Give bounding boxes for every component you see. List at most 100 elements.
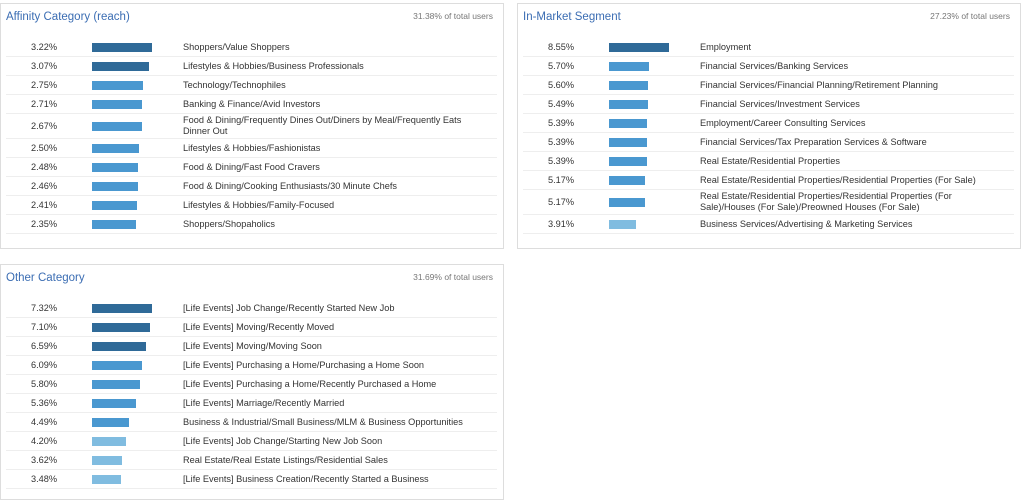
bar: [92, 121, 142, 131]
percent-label: 4.20%: [31, 436, 58, 446]
segment-label: Shoppers/Shopaholics: [183, 218, 275, 229]
percent-label: 3.07%: [31, 61, 58, 71]
table-row: 2.46% Food & Dining/Cooking Enthusiasts/3…: [6, 177, 497, 196]
bar: [92, 143, 139, 153]
bar: [92, 322, 151, 332]
panel-title: Affinity Category (reach): [6, 11, 130, 23]
percent-label: 4.49%: [31, 417, 58, 427]
percent-label: 5.80%: [31, 379, 58, 389]
segment-label: [Life Events] Purchasing a Home/Recently…: [183, 378, 437, 389]
segment-label: Financial Services/Financial Planning/Re…: [700, 79, 938, 90]
panel-title: Other Category: [6, 272, 85, 284]
table-row: 2.50% Lifestyles & Hobbies/Fashionistas: [6, 139, 497, 158]
bar-cell: [609, 156, 700, 166]
segment-label: [Life Events] Job Change/Starting New Jo…: [183, 435, 383, 446]
bar-cell: [92, 99, 183, 109]
bar: [92, 162, 139, 172]
percent-label: 2.41%: [31, 200, 58, 210]
bar-cell: [92, 398, 183, 408]
panel: In-Market Segment 27.23% of total users 8.…: [517, 3, 1021, 249]
table-row: 7.32% [Life Events] Job Change/Recently S…: [6, 299, 497, 318]
table-row: 3.62% Real Estate/Real Estate Listings/Re…: [6, 451, 497, 470]
segment-label: Real Estate/Residential Properties: [700, 155, 840, 166]
segment-label: Technology/Technophiles: [183, 79, 286, 90]
bar: [92, 303, 152, 313]
table-row: 3.91% Business Services/Advertising & Mar…: [523, 215, 1014, 234]
bar: [92, 181, 138, 191]
panel-title: In-Market Segment: [523, 11, 621, 23]
percent-label: 8.55%: [548, 42, 575, 52]
table-row: 5.70% Financial Services/Banking Services: [523, 57, 1014, 76]
bar-cell: [609, 219, 700, 229]
segment-label: Banking & Finance/Avid Investors: [183, 98, 321, 109]
segment-label: [Life Events] Moving/Moving Soon: [183, 340, 322, 351]
bar: [92, 360, 142, 370]
table-row: 2.75% Technology/Technophiles: [6, 76, 497, 95]
bar-cell: [609, 80, 700, 90]
bar: [609, 99, 648, 109]
segment-label: [Life Events] Business Creation/Recently…: [183, 473, 429, 484]
table-row: 3.22% Shoppers/Value Shoppers: [6, 38, 497, 57]
bar-cell: [92, 474, 183, 484]
bar-cell: [609, 137, 700, 147]
bar-cell: [609, 42, 700, 52]
bar: [609, 80, 649, 90]
table-row: 5.39% Financial Services/Tax Preparation …: [523, 133, 1014, 152]
table-row: 8.55% Employment: [523, 38, 1014, 57]
segment-label: Employment/Career Consulting Services: [700, 117, 866, 128]
bar: [92, 455, 122, 465]
table-row: 2.48% Food & Dining/Fast Food Cravers: [6, 158, 497, 177]
table-row: 6.59% [Life Events] Moving/Moving Soon: [6, 337, 497, 356]
percent-label: 6.59%: [31, 341, 58, 351]
row-list: 3.22% Shoppers/Value Shoppers 3.07% Lifesty…: [6, 38, 497, 234]
bar-cell: [92, 436, 183, 446]
segment-label: Real Estate/Residential Properties/Resid…: [700, 174, 976, 185]
percent-label: 2.67%: [31, 121, 58, 131]
percent-label: 5.70%: [548, 61, 575, 71]
percent-label: 2.46%: [31, 181, 58, 191]
bar: [92, 200, 137, 210]
bar-cell: [92, 200, 183, 210]
bar-cell: [609, 118, 700, 128]
segment-label: Lifestyles & Hobbies/Fashionistas: [183, 142, 321, 153]
percent-label: 2.48%: [31, 162, 58, 172]
bar-cell: [92, 42, 183, 52]
table-row: 7.10% [Life Events] Moving/Recently Moved: [6, 318, 497, 337]
percent-label: 2.71%: [31, 99, 58, 109]
bar: [609, 175, 646, 185]
panel-share: 31.38% of total users: [413, 11, 493, 21]
bar-cell: [92, 121, 183, 131]
bar-cell: [92, 455, 183, 465]
percent-label: 3.91%: [548, 219, 575, 229]
bar: [609, 156, 647, 166]
segment-label: Food & Dining/Fast Food Cravers: [183, 161, 320, 172]
table-row: 2.67% Food & Dining/Frequently Dines Out/…: [6, 114, 497, 139]
segment-label: Financial Services/Tax Preparation Servi…: [700, 136, 927, 147]
table-row: 4.49% Business & Industrial/Small Busines…: [6, 413, 497, 432]
panel: Affinity Category (reach) 31.38% of total…: [0, 3, 504, 249]
table-row: 5.80% [Life Events] Purchasing a Home/Rec…: [6, 375, 497, 394]
bar-cell: [92, 303, 183, 313]
bar: [92, 379, 140, 389]
panel-share: 27.23% of total users: [930, 11, 1010, 21]
percent-label: 2.50%: [31, 143, 58, 153]
bar-cell: [609, 175, 700, 185]
percent-label: 5.39%: [548, 156, 575, 166]
bar: [92, 80, 144, 90]
segment-label: Real Estate/Real Estate Listings/Residen…: [183, 454, 388, 465]
table-row: 5.36% [Life Events] Marriage/Recently Mar…: [6, 394, 497, 413]
table-row: 4.20% [Life Events] Job Change/Starting N…: [6, 432, 497, 451]
bar-cell: [92, 341, 183, 351]
segment-label: Real Estate/Residential Properties/Resid…: [700, 191, 952, 212]
segment-label: Financial Services/Investment Services: [700, 98, 860, 109]
bar-cell: [92, 379, 183, 389]
bar: [609, 137, 647, 147]
bar-cell: [92, 322, 183, 332]
bar: [92, 417, 129, 427]
panel-share: 31.69% of total users: [413, 272, 493, 282]
table-row: 3.48% [Life Events] Business Creation/Rec…: [6, 470, 497, 489]
panel: Other Category 31.69% of total users 7.32%…: [0, 264, 504, 500]
bar: [609, 61, 649, 71]
bar-cell: [92, 181, 183, 191]
bar-cell: [92, 143, 183, 153]
